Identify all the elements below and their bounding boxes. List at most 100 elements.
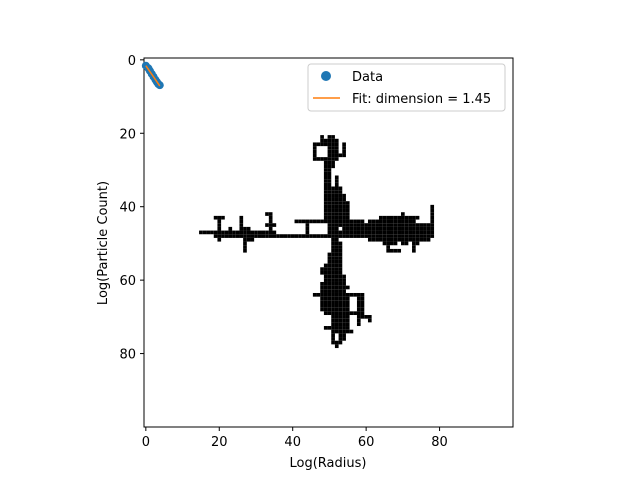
cluster-pixel (327, 190, 332, 194)
cluster-pixel (331, 146, 335, 150)
cluster-pixel (331, 292, 335, 297)
cluster-pixel (415, 234, 420, 238)
cluster-pixel (327, 197, 332, 202)
cluster-pixel (327, 304, 332, 308)
y-axis: 0 20 40 60 80 (119, 54, 144, 363)
cluster-pixel (331, 208, 335, 213)
cluster-pixel (360, 219, 365, 224)
cluster-pixel (349, 223, 354, 227)
cluster-pixel (338, 274, 343, 279)
cluster-pixel (323, 300, 328, 304)
cluster-pixel (419, 237, 424, 242)
cluster-pixel (334, 201, 339, 205)
cluster-pixel (327, 230, 332, 235)
cluster-pixel (382, 226, 387, 231)
cluster-pixel (404, 226, 409, 231)
cluster-pixel (243, 241, 247, 246)
cluster-pixel (371, 219, 376, 224)
cluster-pixel (334, 344, 339, 349)
cluster-pixel (323, 168, 328, 172)
cluster-pixel (367, 315, 372, 319)
cluster-pixel (397, 223, 402, 227)
cluster-pixel (327, 179, 332, 183)
cluster-pixel (331, 201, 335, 205)
cluster-pixel (408, 226, 413, 231)
cluster-pixel (254, 234, 258, 238)
cluster-pixel (331, 256, 335, 260)
cluster-pixel (331, 142, 335, 147)
cluster-pixel (430, 223, 435, 227)
cluster-pixel (342, 149, 346, 154)
cluster-pixel (356, 234, 361, 238)
cluster-pixel (415, 223, 420, 227)
cluster-pixel (210, 230, 214, 235)
cluster-pixel (382, 219, 387, 224)
cluster-pixel (342, 208, 346, 213)
cluster-pixel (404, 241, 409, 246)
cluster-pixel (338, 248, 343, 253)
cluster-pixel (331, 270, 335, 275)
cluster-pixel (342, 153, 346, 158)
cluster-pixel (408, 215, 413, 220)
cluster-pixel (338, 289, 343, 293)
x-axis-label: Log(Radius) (290, 456, 367, 471)
cluster-pixel (382, 237, 387, 242)
cluster-pixel (367, 230, 372, 235)
cluster-pixel (356, 219, 361, 224)
cluster-pixel (338, 340, 343, 345)
cluster-pixel (345, 292, 350, 297)
cluster-pixel (327, 226, 332, 231)
y-tick-label: 80 (119, 348, 136, 363)
cluster-pixel (224, 234, 229, 238)
cluster-pixel (331, 285, 335, 290)
cluster-pixel (393, 237, 398, 242)
y-tick-label: 20 (119, 127, 136, 142)
cluster-pixel (386, 248, 390, 253)
cluster-pixel (334, 256, 339, 260)
cluster-pixel (268, 234, 273, 238)
cluster-pixel (243, 245, 247, 249)
cluster-pixel (323, 263, 328, 268)
cluster-pixel (393, 241, 398, 246)
cluster-pixel (320, 296, 324, 301)
cluster-pixel (272, 234, 277, 238)
cluster-pixel (338, 315, 343, 319)
cluster-pixel (327, 201, 332, 205)
cluster-pixel (342, 311, 346, 316)
cluster-pixel (334, 304, 339, 308)
cluster-pixel (423, 237, 427, 242)
cluster-pixel (338, 153, 343, 158)
cluster-pixel (334, 234, 339, 238)
cluster-pixel (367, 234, 372, 238)
cluster-pixel (342, 278, 346, 282)
cluster-pixel (327, 307, 332, 312)
cluster-pixel (217, 215, 222, 220)
cluster-pixel (360, 296, 365, 301)
cluster-pixel (386, 241, 390, 246)
cluster-pixel (349, 219, 354, 224)
cluster-pixel (386, 215, 390, 220)
cluster-pixel (331, 204, 335, 209)
cluster-pixel (353, 234, 357, 238)
cluster-pixel (268, 219, 273, 224)
cluster-pixel (323, 160, 328, 165)
cluster-pixel (342, 204, 346, 209)
cluster-pixel (430, 212, 435, 216)
cluster-pixel (423, 230, 427, 235)
cluster-pixel (360, 300, 365, 304)
cluster-pixel (334, 226, 339, 231)
cluster-pixel (412, 237, 416, 242)
cluster-pixel (338, 263, 343, 268)
cluster-pixel (338, 270, 343, 275)
cluster-pixel (338, 300, 343, 304)
cluster-pixel (423, 234, 427, 238)
cluster-pixel (342, 318, 346, 323)
cluster-pixel (334, 153, 339, 158)
cluster-pixel (243, 237, 247, 242)
cluster-pixel (331, 215, 335, 220)
cluster-pixel (338, 307, 343, 312)
cluster-pixel (401, 226, 405, 231)
cluster-pixel (397, 237, 402, 242)
cluster-pixel (334, 212, 339, 216)
cluster-pixel (349, 226, 354, 231)
